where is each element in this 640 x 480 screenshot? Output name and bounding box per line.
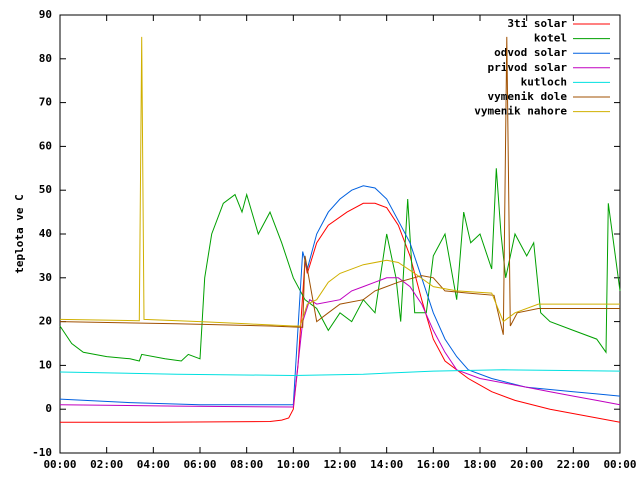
legend-label: 3ti solar — [507, 17, 567, 30]
x-tick-label: 12:00 — [323, 458, 356, 471]
legend-label: kutloch — [521, 75, 567, 88]
y-tick-label: 40 — [39, 227, 52, 240]
x-tick-label: 22:00 — [557, 458, 590, 471]
y-tick-label: 20 — [39, 315, 52, 328]
y-tick-label: 90 — [39, 8, 52, 21]
x-tick-label: 00:00 — [603, 458, 636, 471]
y-tick-label: 10 — [39, 358, 52, 371]
x-tick-label: 10:00 — [277, 458, 310, 471]
y-tick-label: 50 — [39, 183, 52, 196]
y-tick-label: 60 — [39, 139, 52, 152]
series-line — [59, 36, 620, 327]
x-tick-label: 14:00 — [370, 458, 403, 471]
y-axis-label: teplota ve C — [13, 194, 26, 273]
y-tick-label: 0 — [45, 402, 52, 415]
y-tick-label: 30 — [39, 271, 52, 284]
legend-label: privod solar — [488, 61, 568, 74]
series-line — [60, 202, 621, 423]
x-tick-label: 06:00 — [183, 458, 216, 471]
x-tick-label: 08:00 — [230, 458, 263, 471]
series-line — [59, 168, 621, 362]
series-line — [59, 369, 621, 377]
legend-label: odvod solar — [494, 46, 567, 59]
x-tick-label: 00:00 — [43, 458, 76, 471]
y-tick-label: -10 — [32, 446, 52, 459]
x-tick-label: 20:00 — [510, 458, 543, 471]
series-line — [59, 36, 620, 335]
x-tick-label: 02:00 — [90, 458, 123, 471]
legend-label: vymenik nahore — [474, 105, 567, 118]
x-tick-label: 18:00 — [463, 458, 496, 471]
legend-label: kotel — [534, 32, 567, 45]
y-tick-label: 70 — [39, 96, 52, 109]
x-tick-label: 16:00 — [417, 458, 450, 471]
y-tick-label: 80 — [39, 52, 52, 65]
x-tick-label: 04:00 — [137, 458, 170, 471]
legend-label: vymenik dole — [488, 90, 568, 103]
